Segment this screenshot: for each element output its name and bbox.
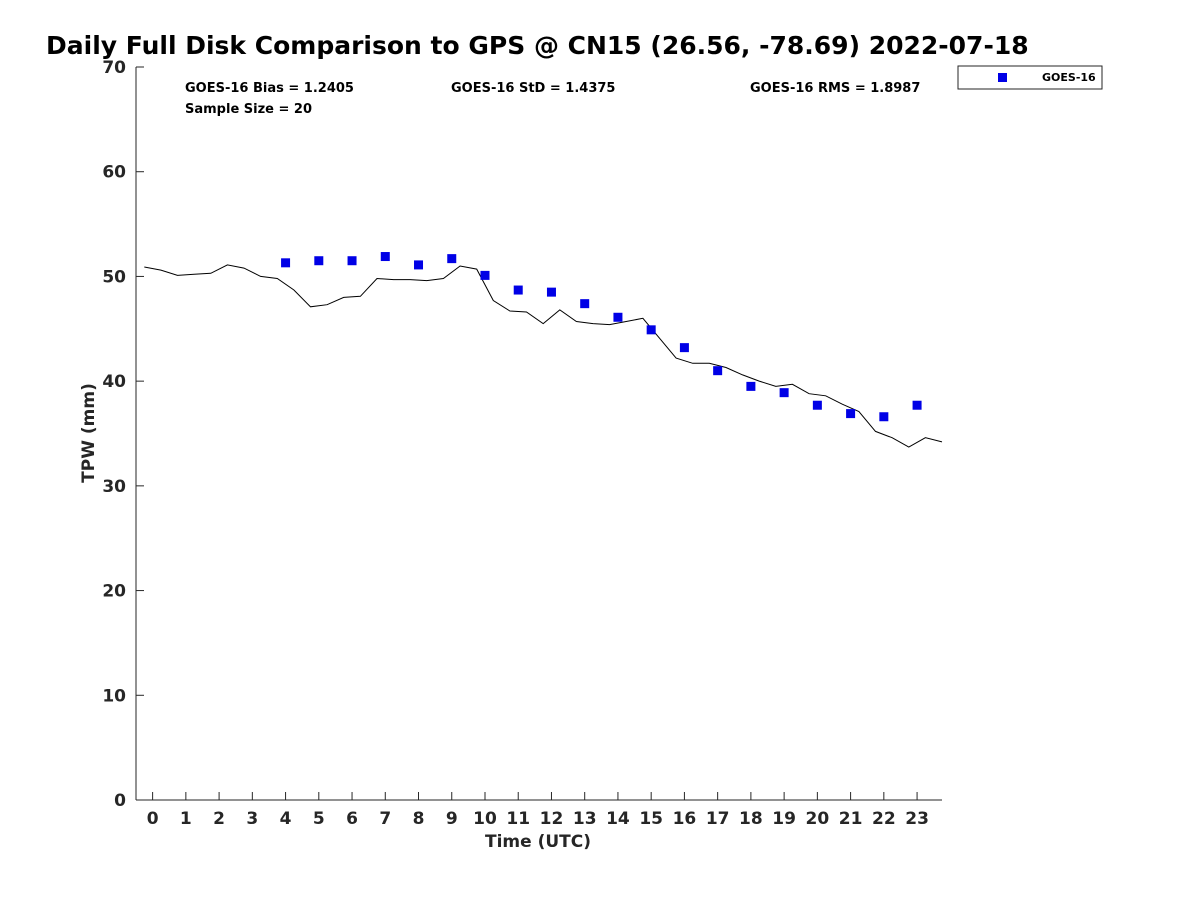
y-tick-label: 30 — [102, 477, 126, 497]
x-tick-label: 11 — [506, 809, 530, 829]
goes-16-point — [414, 260, 424, 270]
x-tick-label: 12 — [540, 809, 564, 829]
legend-box — [957, 65, 1103, 90]
gps-series-line — [144, 264, 943, 448]
goes-16-point — [746, 381, 756, 391]
goes-16-point — [447, 254, 457, 264]
x-tick-label: 4 — [280, 809, 292, 829]
x-tick-label: 3 — [246, 809, 258, 829]
goes-16-point — [546, 287, 556, 297]
goes-16-point — [347, 256, 357, 266]
x-tick-label: 16 — [673, 809, 697, 829]
goes-16-point — [513, 285, 523, 295]
goes-16-point — [281, 258, 291, 268]
goes-16-point — [812, 400, 822, 410]
goes-16-point — [580, 299, 590, 309]
x-tick-label: 7 — [379, 809, 391, 829]
goes-16-series — [281, 252, 922, 422]
y-tick-label: 60 — [102, 163, 126, 183]
y-tick-label: 10 — [102, 686, 126, 706]
x-tick-label: 13 — [573, 809, 597, 829]
x-tick-label: 9 — [446, 809, 458, 829]
x-tick-label: 5 — [313, 809, 325, 829]
goes-16-point — [879, 412, 889, 422]
y-axis-label: TPW (mm) — [79, 383, 99, 483]
goes-16-point — [912, 400, 922, 410]
x-tick-label: 10 — [473, 809, 497, 829]
x-axis-label: Time (UTC) — [485, 832, 591, 852]
bias-annotation: GOES-16 Bias = 1.2405 — [185, 81, 354, 96]
x-tick-label: 2 — [213, 809, 225, 829]
y-axis-ticks: 0 10 20 30 40 50 60 70 — [102, 58, 144, 811]
x-tick-label: 1 — [180, 809, 192, 829]
goes-16-point — [846, 409, 856, 419]
goes-16-point — [713, 366, 723, 376]
chart-title: Daily Full Disk Comparison to GPS @ CN15… — [46, 31, 1029, 60]
sample-size-annotation: Sample Size = 20 — [185, 102, 312, 117]
goes-16-point — [380, 252, 390, 262]
legend: GOES-16 — [957, 65, 1103, 90]
goes-16-point — [679, 343, 689, 353]
y-tick-label: 40 — [102, 372, 126, 392]
y-tick-label: 0 — [114, 791, 126, 811]
rms-annotation: GOES-16 RMS = 1.8987 — [750, 81, 920, 96]
x-tick-label: 18 — [739, 809, 763, 829]
legend-label-goes-16: GOES-16 — [1042, 71, 1096, 84]
std-annotation: GOES-16 StD = 1.4375 — [451, 81, 615, 96]
x-tick-label: 8 — [413, 809, 425, 829]
y-tick-label: 70 — [102, 58, 126, 78]
legend-marker-square — [998, 73, 1007, 82]
goes-16-point — [779, 388, 789, 398]
x-axis-ticks: 0 1 2 3 4 5 6 7 8 9 10 11 12 13 14 15 16 17 18 19 20 21 22 23 — [147, 792, 929, 829]
x-tick-label: 17 — [706, 809, 730, 829]
x-tick-label: 21 — [839, 809, 863, 829]
x-tick-label: 15 — [639, 809, 663, 829]
goes-16-point — [613, 312, 623, 322]
x-tick-label: 19 — [772, 809, 796, 829]
x-tick-label: 22 — [872, 809, 896, 829]
x-tick-label: 20 — [806, 809, 830, 829]
x-tick-label: 0 — [147, 809, 159, 829]
goes-16-point — [646, 325, 656, 335]
stats-annotations: GOES-16 Bias = 1.2405 GOES-16 StD = 1.43… — [185, 81, 920, 117]
x-tick-label: 14 — [606, 809, 630, 829]
y-tick-label: 20 — [102, 582, 126, 602]
goes-16-point — [480, 270, 490, 280]
y-tick-label: 50 — [102, 267, 126, 287]
x-tick-label: 6 — [346, 809, 358, 829]
goes-16-point — [314, 256, 324, 266]
x-tick-label: 23 — [905, 809, 929, 829]
